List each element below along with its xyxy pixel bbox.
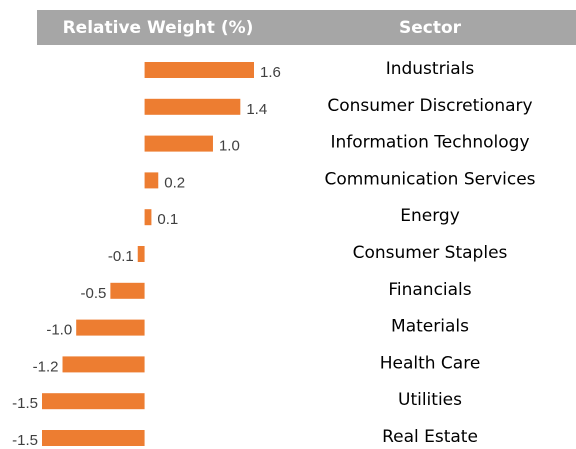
value-label: -0.5 bbox=[81, 285, 107, 302]
category-label: Energy bbox=[400, 206, 460, 226]
category-label: Real Estate bbox=[382, 427, 478, 447]
value-label: 0.2 bbox=[164, 174, 185, 191]
category-label: Communication Services bbox=[324, 169, 535, 189]
value-label: -0.1 bbox=[108, 248, 134, 265]
header-background bbox=[37, 10, 576, 45]
value-label: 1.6 bbox=[260, 64, 281, 81]
category-label: Financials bbox=[388, 280, 471, 300]
category-label: Industrials bbox=[386, 59, 475, 79]
bar bbox=[42, 393, 145, 410]
category-label: Health Care bbox=[380, 353, 481, 373]
header-sector: Sector bbox=[399, 18, 462, 38]
header-weight: Relative Weight (%) bbox=[63, 18, 254, 38]
value-label: 0.1 bbox=[157, 211, 178, 228]
value-label: -1.2 bbox=[33, 358, 59, 375]
category-label: Information Technology bbox=[330, 133, 529, 153]
bar bbox=[144, 135, 213, 152]
bar bbox=[62, 356, 145, 373]
bar bbox=[110, 282, 145, 299]
bar bbox=[76, 319, 145, 336]
value-label: -1.5 bbox=[12, 432, 38, 449]
category-label: Consumer Staples bbox=[353, 243, 508, 263]
bar bbox=[42, 430, 145, 446]
value-label: 1.0 bbox=[219, 138, 240, 155]
bar bbox=[144, 98, 241, 115]
value-label: -1.5 bbox=[12, 395, 38, 412]
bar bbox=[144, 209, 152, 226]
bar bbox=[137, 246, 145, 262]
value-label: -1.0 bbox=[46, 322, 72, 339]
category-label: Materials bbox=[391, 317, 469, 337]
bar bbox=[144, 62, 254, 78]
category-label: Utilities bbox=[398, 390, 462, 410]
value-label: 1.4 bbox=[246, 101, 267, 118]
category-label: Consumer Discretionary bbox=[327, 96, 532, 116]
bar bbox=[144, 172, 159, 189]
